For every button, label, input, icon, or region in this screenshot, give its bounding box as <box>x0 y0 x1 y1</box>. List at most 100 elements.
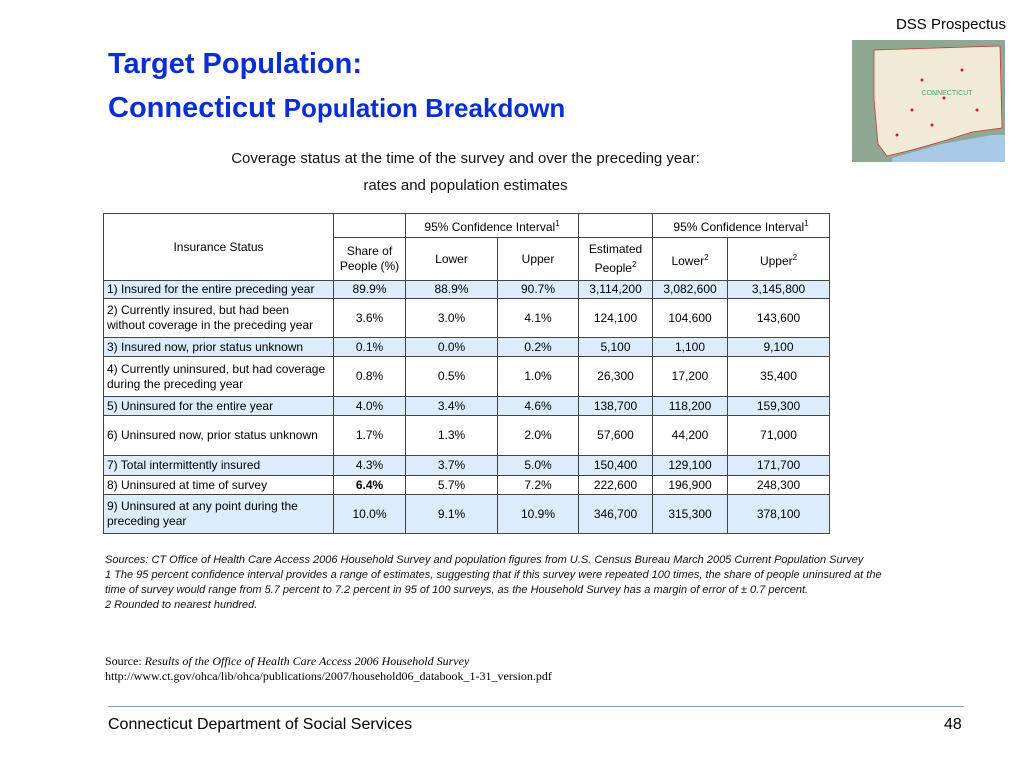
brand: DSS Prospectus <box>895 16 1006 33</box>
value-cell: 3.4% <box>405 396 498 416</box>
value-cell: 88.9% <box>405 280 498 299</box>
status-cell: 9) Uninsured at any point during the pre… <box>103 494 334 534</box>
value-cell: 3.7% <box>405 455 498 476</box>
value-cell: 2.0% <box>496 415 580 456</box>
value-cell: 315,300 <box>652 494 729 534</box>
header-row: Share of People (%) Lower Upper Estimate… <box>104 237 831 281</box>
page-number: 48 <box>944 716 962 733</box>
note: 2 Rounded to nearest hundred. <box>105 599 258 611</box>
table-row: 5) Uninsured for the entire year 4.0% 3.4%… <box>103 396 831 416</box>
value-cell: 1.7% <box>333 415 406 456</box>
value-cell: 4.1% <box>496 298 580 338</box>
water <box>892 135 1005 162</box>
header-cell <box>578 213 654 238</box>
value-cell: 4.6% <box>496 396 580 416</box>
header-cell: Estimated People2 <box>578 237 654 281</box>
footer-rule <box>108 706 964 707</box>
value-cell: 0.2% <box>496 337 580 357</box>
value-cell: 0.5% <box>405 356 498 397</box>
title-part: Population Breakdown <box>283 93 566 123</box>
value-cell: 222,600 <box>578 475 654 495</box>
value-cell: 10.9% <box>496 494 580 534</box>
status-cell: 2) Currently insured, but had been witho… <box>103 298 334 338</box>
value-cell: 0.0% <box>405 337 498 357</box>
title-line: Connecticut Population Breakdown <box>108 86 565 130</box>
table-row: 7) Total intermittently insured 4.3% 3.7% 5… <box>103 455 831 476</box>
header-text: Estimated People <box>588 242 643 275</box>
value-cell: 17,200 <box>652 356 729 397</box>
value-cell: 0.1% <box>333 337 406 357</box>
table-row: 2) Currently insured, but had been witho… <box>103 298 831 338</box>
header-cell: Lower <box>405 237 498 281</box>
header-text: 95% Confidence Interval <box>673 220 805 234</box>
status-cell: 6) Uninsured now, prior status unknown <box>103 415 334 456</box>
value-cell: 143,600 <box>727 298 831 338</box>
value-cell: 124,100 <box>578 298 654 338</box>
value-cell: 57,600 <box>578 415 654 456</box>
status-cell: 7) Total intermittently insured <box>103 455 334 476</box>
table-row: 1) Insured for the entire preceding year… <box>103 280 831 299</box>
value-cell: 89.9% <box>333 280 406 299</box>
value-cell: 3,145,800 <box>727 280 831 299</box>
header-cell: 95% Confidence Interval1 <box>652 213 831 238</box>
header-cell: 95% Confidence Interval1 <box>404 213 580 238</box>
header-cell: Upper <box>496 237 580 281</box>
footnote-mark: 1 <box>804 219 809 228</box>
value-cell: 3.0% <box>405 298 498 338</box>
table-caption: rates and population estimates <box>363 177 568 194</box>
footnote-mark: 2 <box>631 260 637 269</box>
status-cell: 5) Uninsured for the entire year <box>103 396 334 416</box>
value-cell: 248,300 <box>727 475 831 495</box>
table-row: 3) Insured now, prior status unknown 0.1%… <box>103 337 831 357</box>
table-row: 8) Uninsured at time of survey 6.4% 5.7% 7.… <box>103 475 831 495</box>
source-line: Source: Results of the Office of Health … <box>105 654 905 669</box>
value-cell: 1.3% <box>405 415 498 456</box>
value-cell: 35,400 <box>727 356 831 397</box>
header-row: Insurance Status 95% Confidence Interval… <box>103 213 831 281</box>
value-cell: 90.7% <box>496 280 580 299</box>
table-row: 4) Currently uninsured, but had coverage… <box>103 356 831 397</box>
header-cell <box>333 213 406 238</box>
footnote-mark: 2 <box>792 252 798 262</box>
title-line: Target Population: <box>108 48 363 80</box>
header-text: Upper <box>759 253 793 268</box>
note: 1 The 95 percent confidence interval pro… <box>105 569 882 596</box>
source-url: http://www.ct.gov/ohca/lib/ohca/publicat… <box>105 669 552 683</box>
value-cell: 10.0% <box>333 494 406 534</box>
value-cell: 346,700 <box>578 494 654 534</box>
data-table: Insurance Status 95% Confidence Interval… <box>103 213 831 534</box>
value-cell: 1.0% <box>496 356 580 397</box>
value-cell: 118,200 <box>652 396 729 416</box>
value-cell: 104,600 <box>652 298 729 338</box>
source-title: Results of the Office of Health Care Acc… <box>144 654 470 668</box>
value-cell: 138,700 <box>578 396 654 416</box>
header-cell: Insurance Status <box>103 213 334 281</box>
status-cell: 8) Uninsured at time of survey <box>103 475 334 495</box>
value-cell: 150,400 <box>578 455 654 476</box>
status-cell: 4) Currently uninsured, but had coverage… <box>103 356 334 397</box>
value-cell: 3,082,600 <box>652 280 729 299</box>
value-cell: 3,114,200 <box>578 280 654 299</box>
title: Target Population: Connecticut Populatio… <box>108 42 565 130</box>
value-cell: 5.0% <box>496 455 580 476</box>
table-row: 9) Uninsured at any point during the pre… <box>103 494 831 534</box>
value-cell: 171,700 <box>727 455 831 476</box>
state-shape <box>873 45 1003 157</box>
header-cell: Upper2 <box>727 237 831 281</box>
value-cell: 9.1% <box>405 494 498 534</box>
status-cell: 3) Insured now, prior status unknown <box>103 337 334 357</box>
source: Source: Results of the Office of Health … <box>105 654 905 684</box>
value-cell: 3.6% <box>333 298 406 338</box>
value-cell: 9,100 <box>727 337 831 357</box>
value-cell: 129,100 <box>652 455 729 476</box>
value-cell: 5,100 <box>578 337 654 357</box>
value-cell: 1,100 <box>652 337 729 357</box>
value-cell: 159,300 <box>727 396 831 416</box>
status-cell: 1) Insured for the entire preceding year <box>103 280 334 299</box>
value-cell: 378,100 <box>727 494 831 534</box>
value-cell: 71,000 <box>727 415 831 456</box>
footer-org: Connecticut Department of Social Service… <box>108 716 413 733</box>
map-label: CONNECTICUT <box>922 90 974 97</box>
value-cell: 4.3% <box>333 455 406 476</box>
